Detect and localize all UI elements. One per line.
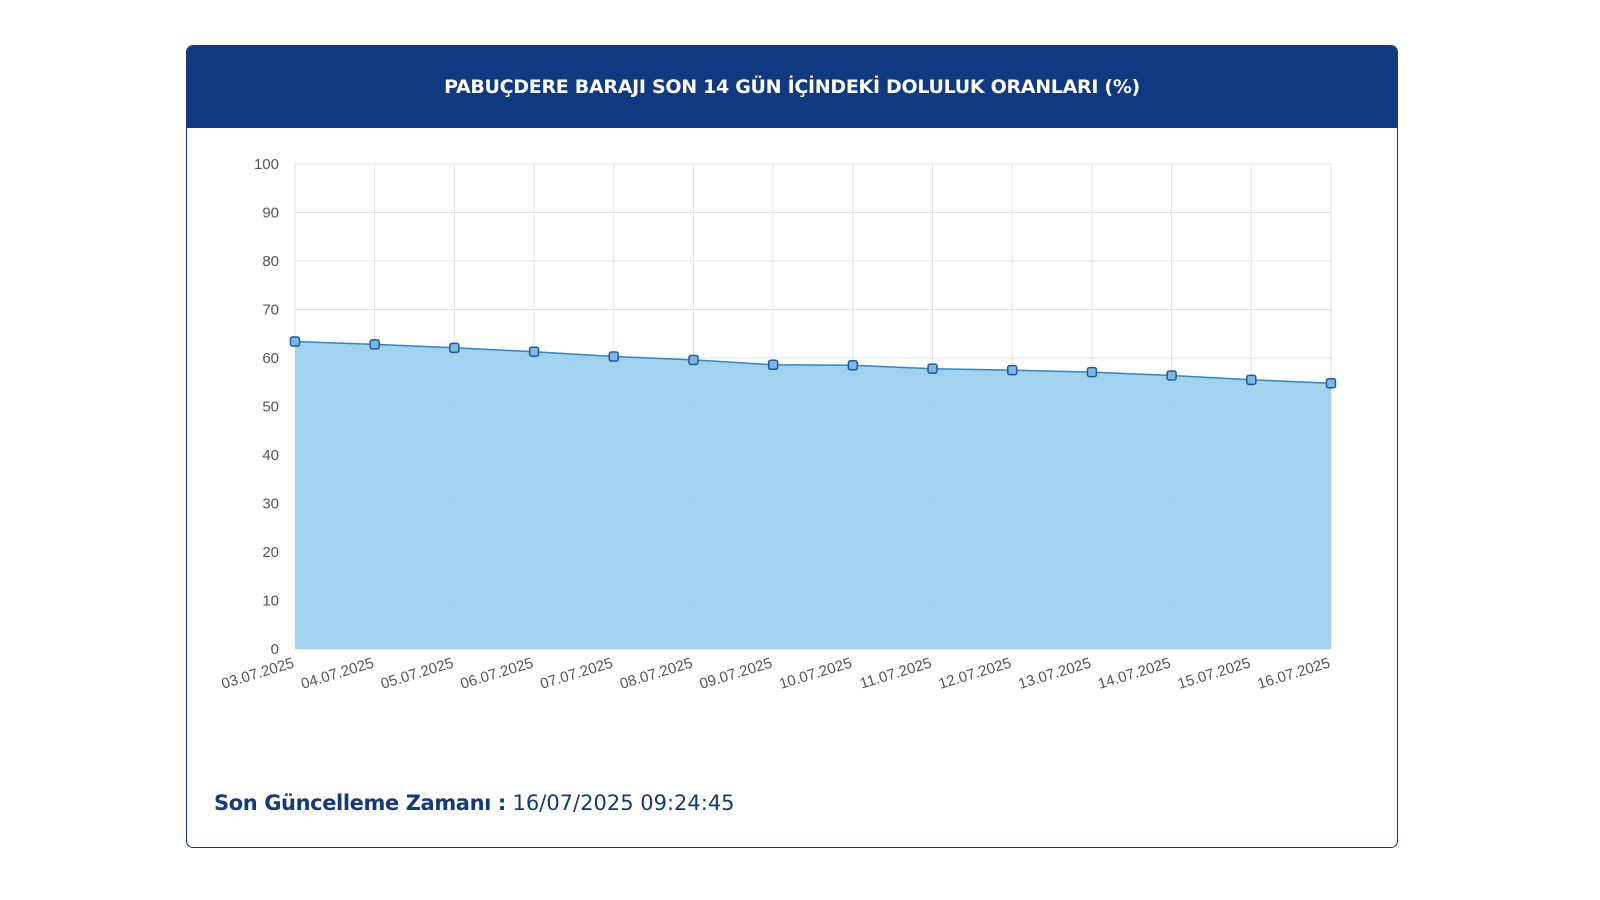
- chart-card: PABUÇDERE BARAJI SON 14 GÜN İÇİNDEKİ DOL…: [186, 45, 1398, 848]
- data-point: [847, 360, 859, 371]
- x-axis-ticks: 03.07.2025 04.07.2025 05.07.2025 06.07.2025…: [219, 655, 1332, 693]
- x-tick-label: 04.07.2025: [299, 655, 376, 693]
- data-point: [289, 336, 301, 347]
- y-tick-label: 100: [254, 156, 279, 173]
- x-tick-label: 08.07.2025: [618, 655, 695, 693]
- y-tick-label: 70: [262, 302, 279, 319]
- y-tick-label: 20: [262, 544, 279, 561]
- data-point: [688, 354, 699, 366]
- x-tick-label: 12.07.2025: [937, 655, 1014, 693]
- y-tick-label: 90: [262, 205, 279, 222]
- series-line: [294, 340, 1332, 384]
- x-tick-label: 16.07.2025: [1255, 655, 1332, 693]
- data-point: [1246, 374, 1257, 386]
- data-points: [289, 336, 1337, 389]
- area-chart: 0 10 20 30 40 50 60 70 80 90 100 03.07.2025 04.07.2…: [219, 156, 1337, 693]
- y-tick-label: 40: [262, 447, 279, 464]
- x-tick-label: 07.07.2025: [538, 655, 615, 693]
- data-point: [528, 346, 540, 357]
- last-update: Son Güncelleme Zamanı : 16/07/2025 09:24…: [214, 791, 735, 815]
- y-tick-label: 0: [271, 641, 279, 658]
- data-point: [1166, 370, 1177, 381]
- chart-title: PABUÇDERE BARAJI SON 14 GÜN İÇİNDEKİ DOL…: [444, 76, 1140, 98]
- data-point: [449, 342, 460, 354]
- y-axis-ticks: 0 10 20 30 40 50 60 70 80 90 100: [254, 156, 279, 658]
- data-point: [1086, 366, 1098, 378]
- chart-header: PABUÇDERE BARAJI SON 14 GÜN İÇİNDEKİ DOL…: [187, 46, 1397, 128]
- x-tick-label: 10.07.2025: [777, 655, 854, 693]
- data-point: [369, 339, 380, 350]
- series-area: [295, 341, 1331, 649]
- y-tick-label: 50: [262, 399, 279, 416]
- data-point: [1006, 364, 1018, 376]
- data-point: [1325, 377, 1337, 389]
- x-tick-label: 09.07.2025: [698, 655, 775, 693]
- y-tick-label: 30: [262, 496, 279, 513]
- x-tick-label: 03.07.2025: [219, 655, 296, 693]
- y-tick-label: 60: [262, 350, 279, 367]
- y-tick-label: 10: [262, 593, 279, 610]
- x-tick-label: 13.07.2025: [1016, 655, 1093, 693]
- data-point: [608, 351, 620, 362]
- x-tick-label: 11.07.2025: [858, 655, 934, 693]
- data-point: [767, 359, 779, 371]
- y-tick-label: 80: [262, 253, 279, 270]
- x-tick-label: 05.07.2025: [379, 655, 456, 693]
- last-update-label: Son Güncelleme Zamanı :: [214, 791, 506, 815]
- last-update-value: 16/07/2025 09:24:45: [512, 791, 735, 815]
- x-tick-label: 06.07.2025: [458, 655, 535, 693]
- x-tick-label: 15.07.2025: [1176, 655, 1253, 693]
- data-point: [927, 363, 938, 374]
- x-tick-label: 14.07.2025: [1096, 655, 1173, 693]
